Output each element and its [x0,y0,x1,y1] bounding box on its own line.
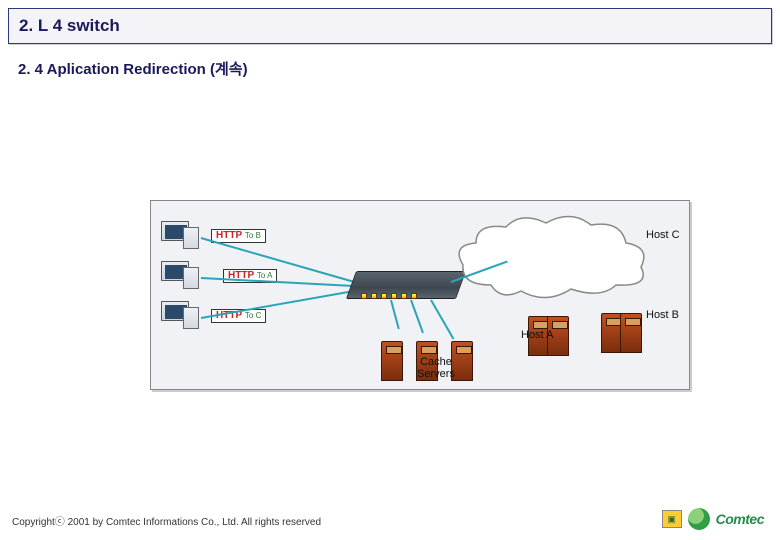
copyright-footer: Copyrightⓒ 2001 by Comtec Informations C… [12,513,321,528]
company-logo: ▣ Comtec [662,508,764,530]
logo-text: Comtec [716,511,764,527]
workstation-icon [161,261,201,295]
server-icon [381,341,403,381]
cloud-icon [451,215,651,305]
section-title: 2. L 4 switch [19,16,120,36]
section-subtitle: 2. 4 Aplication Redirection (계속) [18,58,248,79]
packet-label: HTTP To B [211,229,266,243]
host-label: Host B [646,309,679,321]
network-diagram: HTTP To B HTTP To A HTTP To C Cache Serv… [150,200,690,390]
link-line [201,287,371,319]
logo-swirl-icon [688,508,710,530]
section-title-box: 2. L 4 switch [8,8,772,44]
workstation-icon [161,301,201,335]
host-label: Host C [646,229,680,241]
link-line [390,300,400,329]
server-icon [620,313,642,353]
cache-servers-label: Cache Servers [406,356,466,380]
switch-ports-icon [361,293,451,301]
host-label: Host A [521,329,553,341]
logo-badge-icon: ▣ [662,510,682,528]
workstation-icon [161,221,201,255]
link-line [410,300,424,334]
link-line [430,300,454,340]
